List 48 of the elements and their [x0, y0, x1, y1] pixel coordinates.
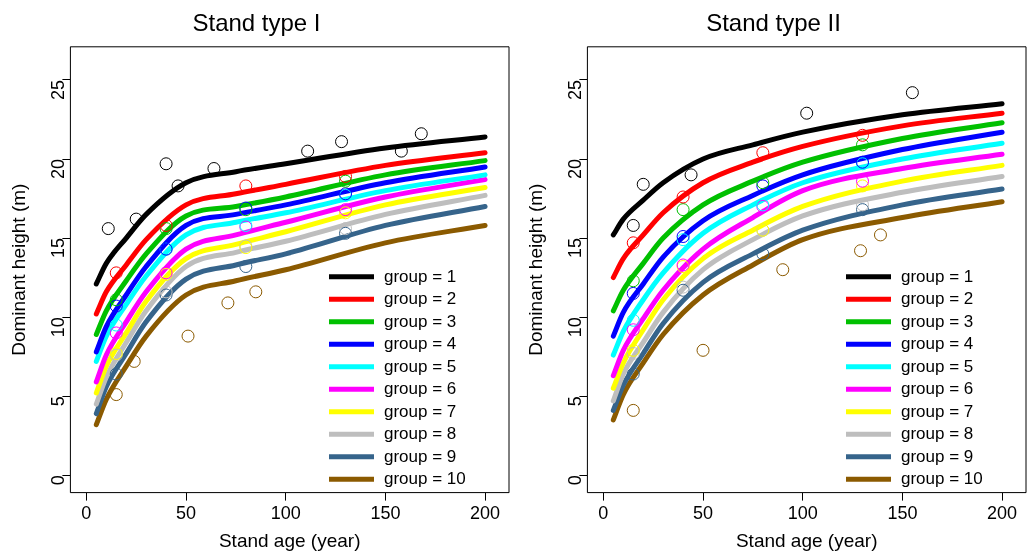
y-tick-label: 20 — [565, 159, 586, 180]
x-tick-label: 100 — [787, 503, 818, 524]
y-tick-label: 20 — [48, 159, 69, 180]
legend-label: group = 10 — [384, 469, 466, 489]
x-tick-label: 150 — [370, 503, 401, 524]
y-tick-label: 25 — [565, 80, 586, 101]
legend-label: group = 4 — [901, 334, 974, 354]
legend-label: group = 3 — [901, 311, 974, 331]
legend-label: group = 1 — [384, 266, 457, 286]
x-tick-label: 50 — [693, 503, 714, 524]
legend-label: group = 2 — [384, 289, 457, 309]
legend-label: group = 3 — [384, 311, 457, 331]
y-tick-label: 0 — [48, 475, 69, 486]
x-tick-label: 0 — [598, 503, 609, 524]
x-tick-label: 50 — [176, 503, 197, 524]
y-tick-label: 10 — [48, 317, 69, 338]
y-tick-label: 15 — [565, 238, 586, 259]
legend-label: group = 10 — [901, 469, 983, 489]
x-tick-label: 0 — [81, 503, 92, 524]
x-axis-title: Stand age (year) — [735, 529, 878, 551]
legend-label: group = 1 — [901, 266, 974, 286]
x-tick-label: 200 — [987, 503, 1018, 524]
x-tick-label: 100 — [270, 503, 301, 524]
legend-label: group = 7 — [384, 401, 457, 421]
legend-label: group = 4 — [384, 334, 457, 354]
legend-label: group = 5 — [384, 356, 457, 376]
legend-label: group = 2 — [901, 289, 974, 309]
legend-label: group = 9 — [901, 446, 974, 466]
x-tick-label: 150 — [887, 503, 918, 524]
legend-label: group = 8 — [384, 424, 457, 444]
legend-label: group = 8 — [901, 424, 974, 444]
y-tick-label: 5 — [48, 396, 69, 407]
x-axis-title: Stand age (year) — [218, 529, 361, 551]
chart-title: Stand type II — [706, 9, 841, 37]
chart-title: Stand type I — [192, 9, 321, 37]
legend-label: group = 6 — [901, 379, 974, 399]
y-tick-label: 5 — [565, 396, 586, 407]
legend-label: group = 6 — [384, 379, 457, 399]
y-axis-title: Dominant height (m) — [7, 183, 29, 356]
y-tick-label: 25 — [48, 80, 69, 101]
legend-label: group = 9 — [384, 446, 457, 466]
y-tick-label: 15 — [48, 238, 69, 259]
y-axis-title: Dominant height (m) — [524, 183, 546, 356]
y-tick-label: 0 — [565, 475, 586, 486]
legend-label: group = 5 — [901, 356, 974, 376]
x-tick-label: 200 — [470, 503, 501, 524]
y-tick-label: 10 — [565, 317, 586, 338]
legend-label: group = 7 — [901, 401, 974, 421]
